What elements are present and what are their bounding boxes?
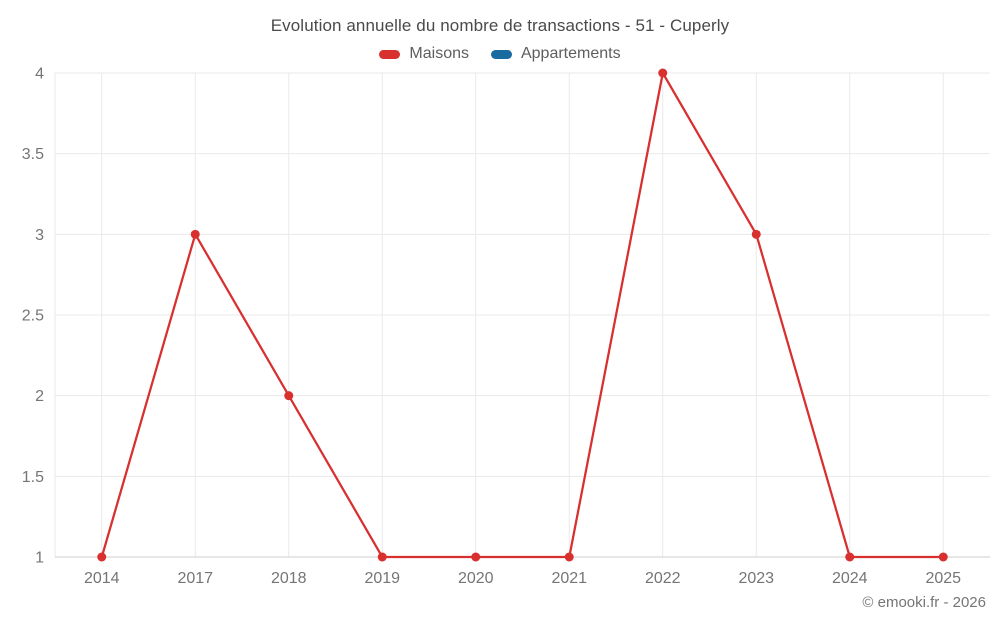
x-tick-label: 2025	[925, 570, 961, 587]
data-point[interactable]	[190, 229, 200, 239]
watermark: © emooki.fr - 2026	[862, 594, 986, 611]
legend-item-appartements[interactable]: Appartements	[490, 45, 621, 63]
data-point[interactable]	[658, 68, 668, 78]
x-tick-label: 2017	[177, 570, 213, 587]
data-point[interactable]	[284, 391, 294, 401]
x-tick-label: 2021	[551, 570, 587, 587]
y-tick-label: 1.5	[22, 469, 44, 486]
x-tick-label: 2024	[832, 570, 868, 587]
y-tick-label: 2.5	[22, 308, 44, 325]
x-tick-label: 2023	[738, 570, 774, 587]
y-tick-label: 3	[35, 227, 44, 244]
x-tick-label: 2022	[645, 570, 681, 587]
data-point[interactable]	[97, 552, 107, 562]
chart-legend: Maisons Appartements	[0, 45, 1000, 63]
legend-label-maisons: Maisons	[409, 45, 469, 62]
data-point[interactable]	[938, 552, 948, 562]
y-tick-label: 4	[35, 66, 44, 83]
x-tick-label: 2020	[458, 570, 494, 587]
x-tick-label: 2018	[271, 570, 307, 587]
data-point[interactable]	[471, 552, 481, 562]
data-point[interactable]	[845, 552, 855, 562]
y-tick-label: 1	[35, 550, 44, 567]
series-line-maisons	[100, 71, 945, 559]
x-tick-label: 2014	[84, 570, 120, 587]
data-point[interactable]	[377, 552, 387, 562]
legend-swatch-maisons-icon	[379, 49, 401, 59]
data-point[interactable]	[751, 229, 761, 239]
chart-title: Evolution annuelle du nombre de transact…	[270, 16, 730, 35]
legend-item-maisons[interactable]: Maisons	[379, 45, 469, 63]
legend-swatch-appartements-icon	[490, 49, 512, 59]
x-tick-label: 2019	[364, 570, 400, 587]
y-tick-label: 3.5	[22, 146, 44, 163]
data-point[interactable]	[564, 552, 574, 562]
y-tick-label: 2	[35, 388, 44, 405]
legend-label-appartements: Appartements	[520, 45, 621, 62]
